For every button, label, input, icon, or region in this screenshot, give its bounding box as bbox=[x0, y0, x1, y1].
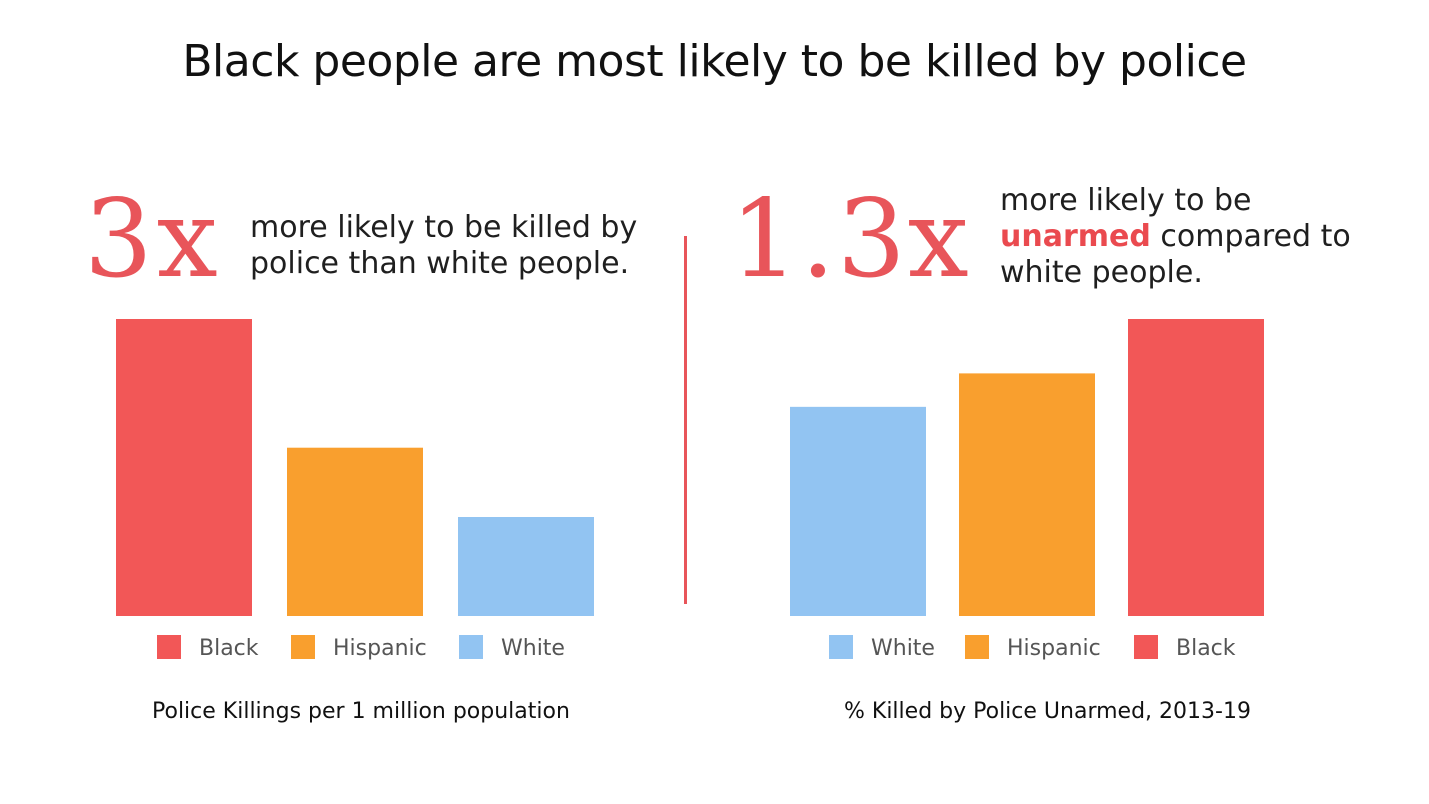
left-bar-chart: Black Hispanic White bbox=[116, 319, 594, 661]
legend-label-white: White bbox=[501, 636, 565, 661]
legend-label-hispanic: Hispanic bbox=[1007, 636, 1101, 661]
right-chart-caption: % Killed by Police Unarmed, 2013-19 bbox=[844, 699, 1251, 724]
panel-divider bbox=[684, 236, 687, 604]
legend-label-hispanic: Hispanic bbox=[333, 636, 427, 661]
right-headline-text: more likely to be unarmed compared to wh… bbox=[1000, 183, 1380, 291]
bar-black bbox=[116, 319, 252, 616]
right-headline-post: compared to white people. bbox=[1000, 219, 1351, 290]
left-headline-stat: 3x bbox=[84, 177, 222, 302]
bar-black bbox=[1128, 319, 1264, 616]
chart-title: Black people are most likely to be kille… bbox=[182, 36, 1247, 87]
legend-swatch-black bbox=[1134, 635, 1158, 659]
bar-white bbox=[458, 517, 594, 616]
legend-swatch-hispanic bbox=[291, 635, 315, 659]
legend-swatch-hispanic bbox=[965, 635, 989, 659]
right-headline-pre: more likely to be bbox=[1000, 183, 1252, 218]
legend-label-black: Black bbox=[199, 636, 259, 661]
right-bar-chart: White Hispanic Black bbox=[790, 319, 1264, 661]
legend-swatch-black bbox=[157, 635, 181, 659]
legend-swatch-white bbox=[459, 635, 483, 659]
bar-hispanic bbox=[287, 447, 423, 616]
bar-hispanic bbox=[959, 373, 1095, 616]
legend-label-black: Black bbox=[1176, 636, 1236, 661]
left-chart-caption: Police Killings per 1 million population bbox=[152, 699, 570, 724]
right-headline-stat: 1.3x bbox=[730, 177, 971, 302]
legend-swatch-white bbox=[829, 635, 853, 659]
right-headline-emphasis: unarmed bbox=[1000, 219, 1151, 254]
bar-white bbox=[790, 406, 926, 616]
legend-label-white: White bbox=[871, 636, 935, 661]
left-headline-text: more likely to be killed by police than … bbox=[250, 210, 638, 281]
